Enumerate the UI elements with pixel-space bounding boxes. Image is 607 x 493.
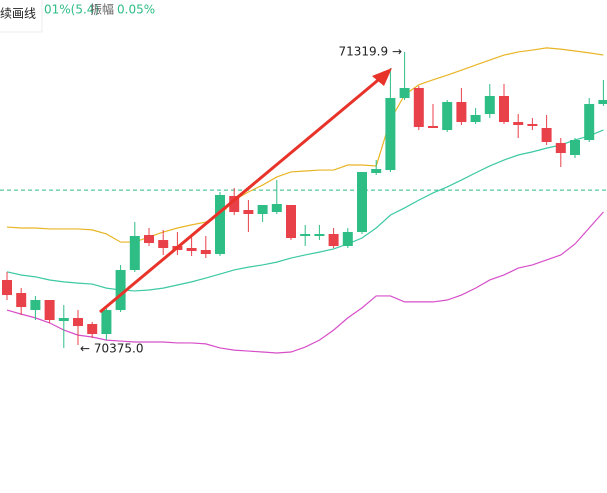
- candle-body: [16, 293, 27, 308]
- low-annotation: ← 70375.0: [80, 342, 144, 356]
- candle-body: [513, 121, 524, 126]
- candle-body: [428, 126, 438, 129]
- tool-box[interactable]: [0, 0, 43, 33]
- drawn-arrow: [99, 74, 384, 314]
- candle-body: [598, 100, 607, 105]
- candle-body: [555, 143, 566, 154]
- candle-body: [243, 210, 254, 215]
- candle-body: [541, 128, 552, 143]
- candle-body: [200, 250, 211, 255]
- high-annotation: 71319.9 →: [339, 45, 403, 59]
- amplitude-label: 振幅: [90, 2, 114, 17]
- candle-body: [286, 204, 296, 239]
- candle-body: [342, 231, 353, 246]
- candle-body: [101, 310, 112, 335]
- candle-body: [442, 102, 453, 131]
- candle-body: [413, 88, 424, 128]
- candle-body: [129, 236, 140, 271]
- candle-body: [115, 270, 126, 311]
- candle-body: [570, 140, 580, 156]
- candle-body: [257, 204, 268, 215]
- candle-body: [456, 102, 467, 122]
- band-line: [6, 211, 604, 354]
- candle-body: [385, 98, 396, 171]
- candle-body: [328, 234, 339, 246]
- candle-body: [2, 280, 12, 296]
- tool-label[interactable]: 续画线: [0, 7, 36, 21]
- candle-body: [470, 115, 481, 122]
- candle-body: [144, 235, 154, 243]
- candle-body: [44, 299, 55, 321]
- candle-body: [499, 96, 509, 122]
- candle-body: [87, 324, 98, 335]
- candle-body: [73, 318, 83, 327]
- candle-body: [584, 104, 595, 141]
- candle-body: [58, 318, 69, 322]
- candle-body: [300, 234, 311, 237]
- band-line: [6, 129, 604, 292]
- candle-body: [399, 88, 410, 99]
- drawn-arrow-head: [372, 68, 392, 86]
- candle-body: [229, 196, 240, 213]
- candle-body: [371, 169, 382, 174]
- candle-body: [484, 96, 495, 115]
- change-text: 01%(5.4): [44, 3, 99, 17]
- candle-body: [527, 124, 538, 127]
- candle-body: [186, 248, 197, 252]
- candle-body: [158, 240, 169, 249]
- candle-body: [314, 234, 325, 237]
- candle-body: [30, 299, 41, 311]
- candle-body: [357, 172, 367, 232]
- candle-body: [271, 203, 282, 213]
- candle-body: [215, 195, 225, 255]
- amplitude-value: 0.05%: [117, 3, 155, 17]
- plot-area: [0, 47, 607, 354]
- band-line: [6, 47, 604, 243]
